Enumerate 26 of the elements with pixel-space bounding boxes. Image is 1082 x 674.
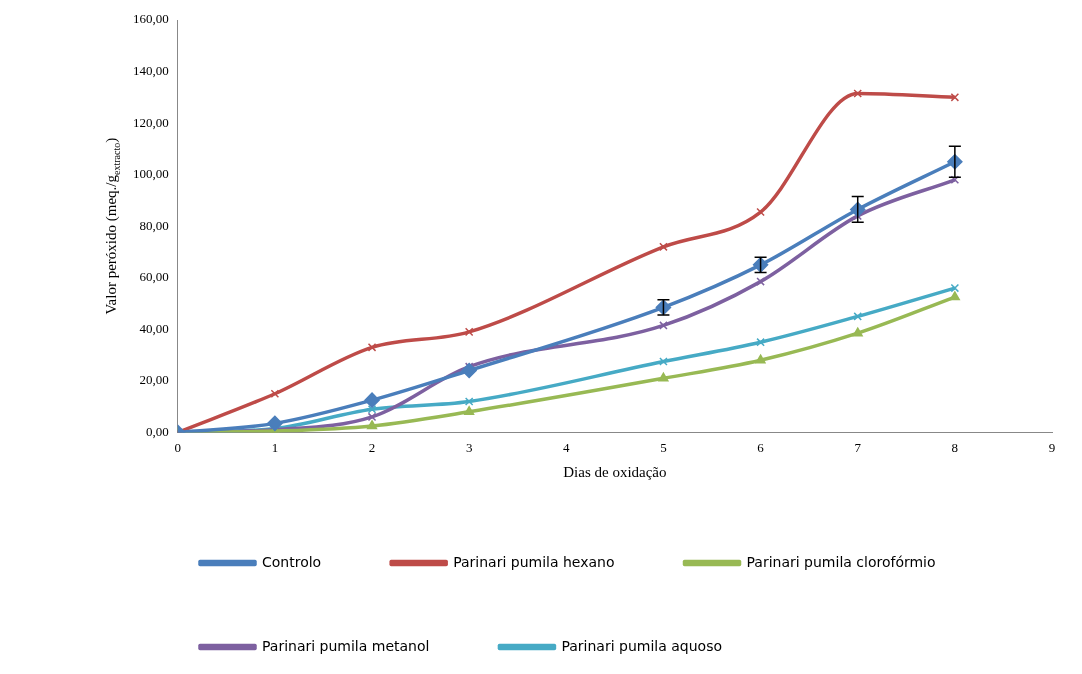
x-tick-label: 2 [368,440,376,456]
x-tick-label: 6 [757,440,765,456]
legend-label: Controlo [262,553,322,570]
y-axis-title: Valor peróxido (meq./gextracto) [103,137,122,315]
legend-label: Parinari pumila metanol [262,637,430,654]
x-tick-label: 0 [174,440,181,456]
y-tick-label: 20,00 [139,372,169,388]
x-tick-label: 9 [1048,440,1056,456]
x-tick-label: 3 [465,440,473,456]
y-tick-label: 40,00 [139,320,169,336]
legend-label: Parinari pumila hexano [453,553,615,570]
x-tick-label: 4 [563,440,571,456]
x-axis-title: Dias de oxidação [563,463,667,480]
x-tick-label: 5 [660,440,667,456]
x-tick-label: 1 [271,440,279,456]
y-tick-label: 0,00 [146,423,169,439]
y-tick-label: 120,00 [133,114,169,130]
y-tick-label: 140,00 [133,62,169,78]
y-tick-label: 160,00 [133,11,169,27]
y-tick-label: 100,00 [133,166,169,182]
legend-label: Parinari pumila clorofórmio [746,553,936,570]
legend-label: Parinari pumila aquoso [561,637,722,654]
x-tick-label: 8 [951,440,959,456]
y-tick-label: 80,00 [139,217,169,233]
x-tick-label: 7 [854,440,862,456]
y-tick-label: 60,00 [139,269,169,285]
